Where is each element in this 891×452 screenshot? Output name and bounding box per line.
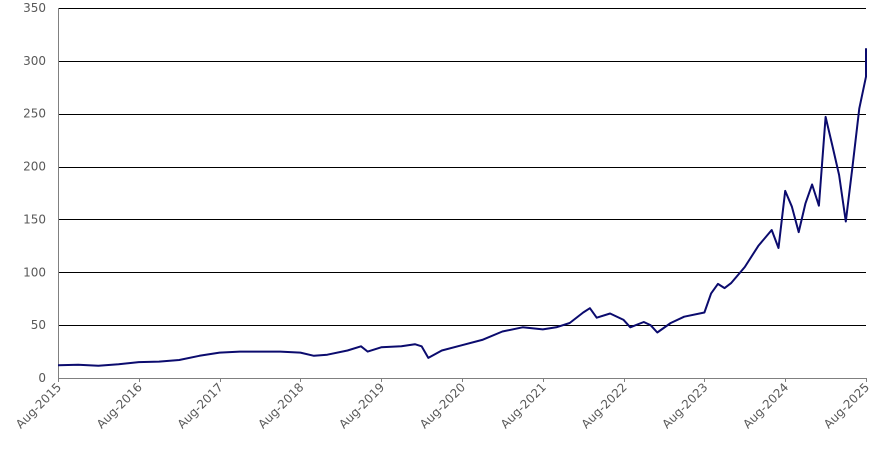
- x-tick-label: Aug-2016: [94, 380, 145, 431]
- y-tick-label: 250: [23, 107, 46, 121]
- y-tick-label: 350: [23, 1, 46, 15]
- y-tick-label: 200: [23, 160, 46, 174]
- x-tick-label: Aug-2025: [821, 380, 872, 431]
- x-tick-label: Aug-2024: [740, 380, 791, 431]
- y-axis-tick-labels: 0 50 100 150 200 250 300 350: [23, 1, 46, 385]
- y-tick-label: 0: [38, 371, 46, 385]
- x-tick-label: Aug-2017: [175, 380, 226, 431]
- y-tick-label: 150: [23, 212, 46, 226]
- gridlines: [58, 8, 866, 326]
- series-line: [57, 48, 867, 367]
- x-tick-label: Aug-2020: [417, 380, 468, 431]
- x-axis-tick-labels: Aug-2015 Aug-2016 Aug-2017 Aug-2018 Aug-2019…: [13, 378, 872, 431]
- y-tick-label: 100: [23, 265, 46, 279]
- x-tick-label: Aug-2021: [498, 380, 549, 431]
- x-tick-label: Aug-2019: [336, 380, 387, 431]
- y-tick-label: 50: [31, 318, 46, 332]
- x-tick-label: Aug-2018: [255, 380, 306, 431]
- x-tick-label: Aug-2022: [579, 380, 630, 431]
- y-tick-label: 300: [23, 54, 46, 68]
- x-tick-label: Aug-2015: [13, 380, 64, 431]
- x-tick-label: Aug-2023: [659, 380, 710, 431]
